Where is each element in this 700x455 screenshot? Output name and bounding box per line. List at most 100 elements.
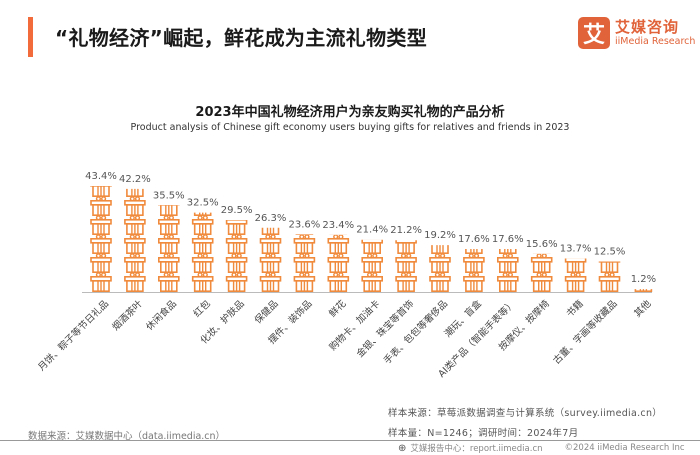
logo-name-en: iiMedia Research bbox=[615, 35, 696, 47]
gift-icon bbox=[158, 234, 180, 254]
gift-icon bbox=[158, 215, 180, 235]
bar-5 bbox=[259, 227, 282, 293]
gift-icon bbox=[395, 272, 417, 292]
bar-16 bbox=[632, 254, 655, 292]
gift-icon bbox=[124, 196, 146, 216]
category-label: 月饼、粽子等节日礼品 bbox=[35, 298, 111, 374]
value-label: 15.6% bbox=[526, 239, 558, 250]
gift-icon bbox=[191, 215, 214, 235]
gift-icon bbox=[498, 216, 518, 234]
gift-icon bbox=[293, 272, 316, 293]
category-label: 烟酒茶叶 bbox=[110, 297, 146, 333]
gift-icon bbox=[464, 216, 484, 234]
gift-icon bbox=[564, 272, 587, 293]
gift-icon bbox=[327, 272, 350, 293]
bar-13 bbox=[530, 216, 553, 293]
gift-icon bbox=[90, 253, 112, 274]
category-label: 手表、包包等奢侈品 bbox=[381, 298, 450, 367]
bar-11 bbox=[463, 216, 485, 292]
gift-icon bbox=[361, 239, 384, 254]
logo-name-cn: 艾媒咨询 bbox=[615, 17, 680, 36]
value-label: 42.2% bbox=[119, 174, 151, 185]
gift-icon bbox=[361, 253, 384, 274]
bar-3 bbox=[191, 178, 214, 292]
gift-icon bbox=[124, 234, 146, 254]
category-label: 书籍 bbox=[564, 298, 586, 320]
value-label: 12.5% bbox=[594, 246, 626, 257]
value-label: 1.2% bbox=[631, 274, 656, 285]
gift-icon bbox=[90, 215, 112, 235]
gift-icon bbox=[328, 197, 348, 215]
bar-15 bbox=[598, 261, 621, 292]
value-label: 23.4% bbox=[322, 220, 354, 231]
report-center-link[interactable]: 艾媒报告中心：report.iimedia.cn bbox=[410, 444, 543, 454]
category-label: 其他 bbox=[632, 297, 654, 319]
gift-icon bbox=[395, 240, 417, 254]
gift-icon bbox=[598, 272, 621, 292]
bar-6 bbox=[293, 197, 316, 293]
sample-size: 样本量：N=1246；调研时间：2024年7月 bbox=[388, 428, 579, 439]
copyright: ©2024 iiMedia Research Inc bbox=[564, 443, 685, 453]
gift-icon bbox=[361, 272, 384, 292]
gift-icon bbox=[158, 272, 180, 293]
gift-icon bbox=[463, 272, 485, 292]
value-label: 21.4% bbox=[356, 225, 388, 236]
gift-icon bbox=[225, 234, 248, 254]
gift-icon bbox=[532, 216, 552, 234]
footer: ⊕ 艾媒报告中心：report.iimedia.cn ©2024 iiMedia… bbox=[398, 442, 685, 455]
gift-icon bbox=[530, 272, 553, 293]
gift-icon bbox=[124, 215, 146, 235]
gift-icon bbox=[225, 272, 248, 292]
gift-icon bbox=[90, 272, 112, 292]
title-accent-bar bbox=[28, 17, 33, 57]
value-label: 29.5% bbox=[221, 205, 253, 216]
gift-icon bbox=[327, 253, 350, 274]
gift-icon bbox=[191, 253, 214, 274]
pictograph-chart: 43.4% 42.2%35.5%32.5%29.5%26.3%23.6% 23.4%… bbox=[35, 171, 656, 380]
gift-icon bbox=[158, 253, 180, 274]
value-label: 21.2% bbox=[390, 225, 422, 236]
value-label: 23.6% bbox=[289, 219, 321, 230]
gift-icon bbox=[293, 253, 316, 274]
data-source: 数据来源：艾媒数据中心（data.iimedia.cn） bbox=[28, 431, 226, 442]
gift-icon bbox=[530, 253, 553, 274]
gift-icon bbox=[191, 234, 214, 254]
category-label: 金银、珠宝等首饰 bbox=[354, 298, 416, 360]
gift-icon bbox=[259, 272, 282, 293]
category-label: 古董、字画等收藏品 bbox=[551, 298, 620, 367]
gift-icon bbox=[124, 253, 146, 274]
category-label: 休闲食品 bbox=[144, 298, 179, 333]
gift-icon bbox=[124, 272, 146, 292]
logo-mark-icon: 艾 bbox=[578, 17, 610, 49]
footer-divider bbox=[0, 440, 700, 441]
gift-icon bbox=[225, 219, 248, 235]
value-label: 35.5% bbox=[153, 190, 185, 201]
value-label: 17.6% bbox=[492, 234, 524, 245]
globe-icon: ⊕ bbox=[398, 442, 407, 454]
gift-icon bbox=[633, 254, 653, 272]
page-title: “礼物经济”崛起，鲜花成为主流礼物类型 bbox=[55, 26, 427, 50]
gift-icon bbox=[327, 234, 350, 254]
gift-icon bbox=[496, 272, 519, 292]
value-label: 13.7% bbox=[560, 244, 592, 255]
gift-icon bbox=[496, 253, 519, 274]
chart-title: 2023年中国礼物经济用户为亲友购买礼物的产品分析 bbox=[195, 105, 505, 120]
chart-subtitle: Product analysis of Chinese gift economy… bbox=[130, 122, 570, 133]
bar-7 bbox=[327, 197, 350, 293]
gift-icon bbox=[259, 253, 282, 274]
bar-12 bbox=[496, 216, 519, 292]
gift-icon bbox=[294, 197, 314, 215]
gift-icon bbox=[225, 253, 248, 274]
value-label: 43.4% bbox=[85, 171, 117, 182]
gift-icon bbox=[564, 258, 587, 274]
category-label: 红包 bbox=[191, 297, 213, 319]
bar-10 bbox=[429, 245, 451, 292]
gift-icon bbox=[429, 272, 451, 292]
gift-icon bbox=[259, 234, 282, 254]
gift-icon bbox=[90, 234, 112, 254]
gift-icon bbox=[193, 178, 213, 196]
gift-icon bbox=[395, 253, 417, 274]
category-label: 保健品 bbox=[252, 298, 281, 327]
value-label: 26.3% bbox=[255, 213, 287, 224]
sample-source: 样本来源：草莓派数据调查与计算系统（survey.iimedia.cn） bbox=[388, 408, 663, 419]
